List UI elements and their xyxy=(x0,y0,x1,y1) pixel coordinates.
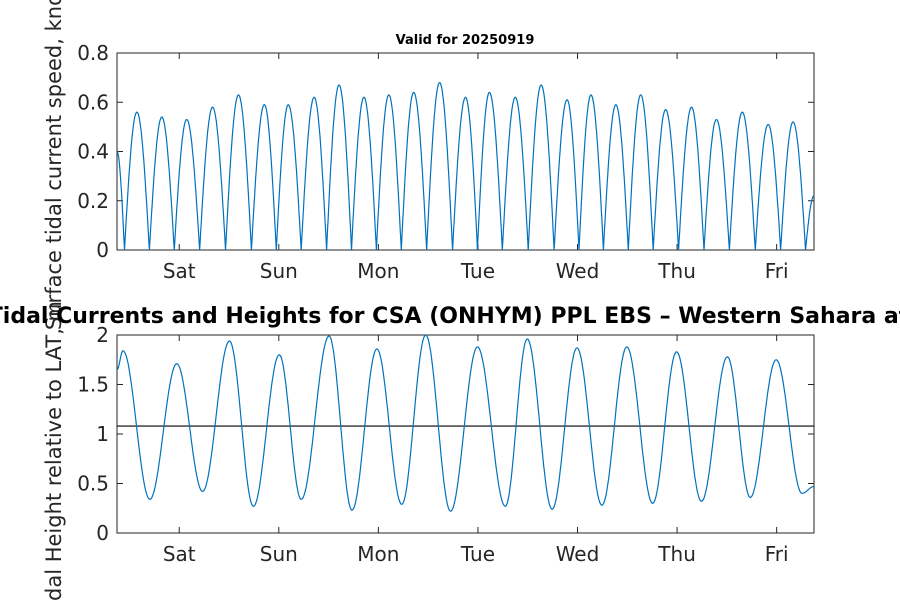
x-tick-label: Mon xyxy=(357,542,399,566)
x-tick-label: Tue xyxy=(460,259,495,283)
y-tick-label: 0 xyxy=(96,521,109,545)
current-speed-panel: Valid for 20250919 0 0.2 0.4 0.6 0.8 Sat Sun M… xyxy=(42,0,815,330)
x-tick-label: Sun xyxy=(260,542,298,566)
height-chart-title: Tidal Currents and Heights for CSA (ONHY… xyxy=(0,304,900,329)
tidal-height-panel: 0 0.5 1 1.5 2 Sat Sun Mon Tue Wed Thu Fri Tidal He… xyxy=(0,301,900,600)
height-y-axis-label: Tidal Height relative to LAT, m xyxy=(42,301,66,600)
x-tick-label: Wed xyxy=(556,542,600,566)
x-tick-label: Mon xyxy=(357,259,399,283)
current-y-axis-label: Surface tidal current speed, knots xyxy=(42,0,66,330)
x-tick-label: Fri xyxy=(765,542,789,566)
height-y-axis: 0 0.5 1 1.5 2 xyxy=(77,323,814,545)
x-tick-label: Thu xyxy=(657,259,696,283)
y-tick-label: 0.8 xyxy=(77,41,109,65)
x-tick-label: Tue xyxy=(460,542,495,566)
y-tick-label: 0.6 xyxy=(77,90,109,114)
y-tick-label: 1.5 xyxy=(77,373,109,397)
current-speed-line xyxy=(116,81,815,251)
x-tick-label: Sat xyxy=(163,542,196,566)
x-tick-label: Wed xyxy=(556,259,600,283)
current-y-axis: 0 0.2 0.4 0.6 0.8 xyxy=(77,41,814,262)
current-x-axis: Sat Sun Mon Tue Wed Thu Fri xyxy=(163,53,789,283)
height-x-axis: Sat Sun Mon Tue Wed Thu Fri xyxy=(163,335,789,566)
x-tick-label: Fri xyxy=(765,259,789,283)
x-tick-label: Thu xyxy=(657,542,696,566)
y-tick-label: 0.4 xyxy=(77,140,109,164)
y-tick-label: 0.5 xyxy=(77,472,109,496)
y-tick-label: 1 xyxy=(96,422,109,446)
tidal-height-line xyxy=(116,334,814,512)
current-chart-title: Valid for 20250919 xyxy=(396,33,535,48)
current-plot-area xyxy=(116,52,815,251)
height-plot-area xyxy=(116,334,815,534)
y-tick-label: 0.2 xyxy=(77,189,109,213)
y-tick-label: 0 xyxy=(96,238,109,262)
x-tick-label: Sun xyxy=(260,259,298,283)
y-tick-label: 2 xyxy=(96,323,109,347)
x-tick-label: Sat xyxy=(163,259,196,283)
